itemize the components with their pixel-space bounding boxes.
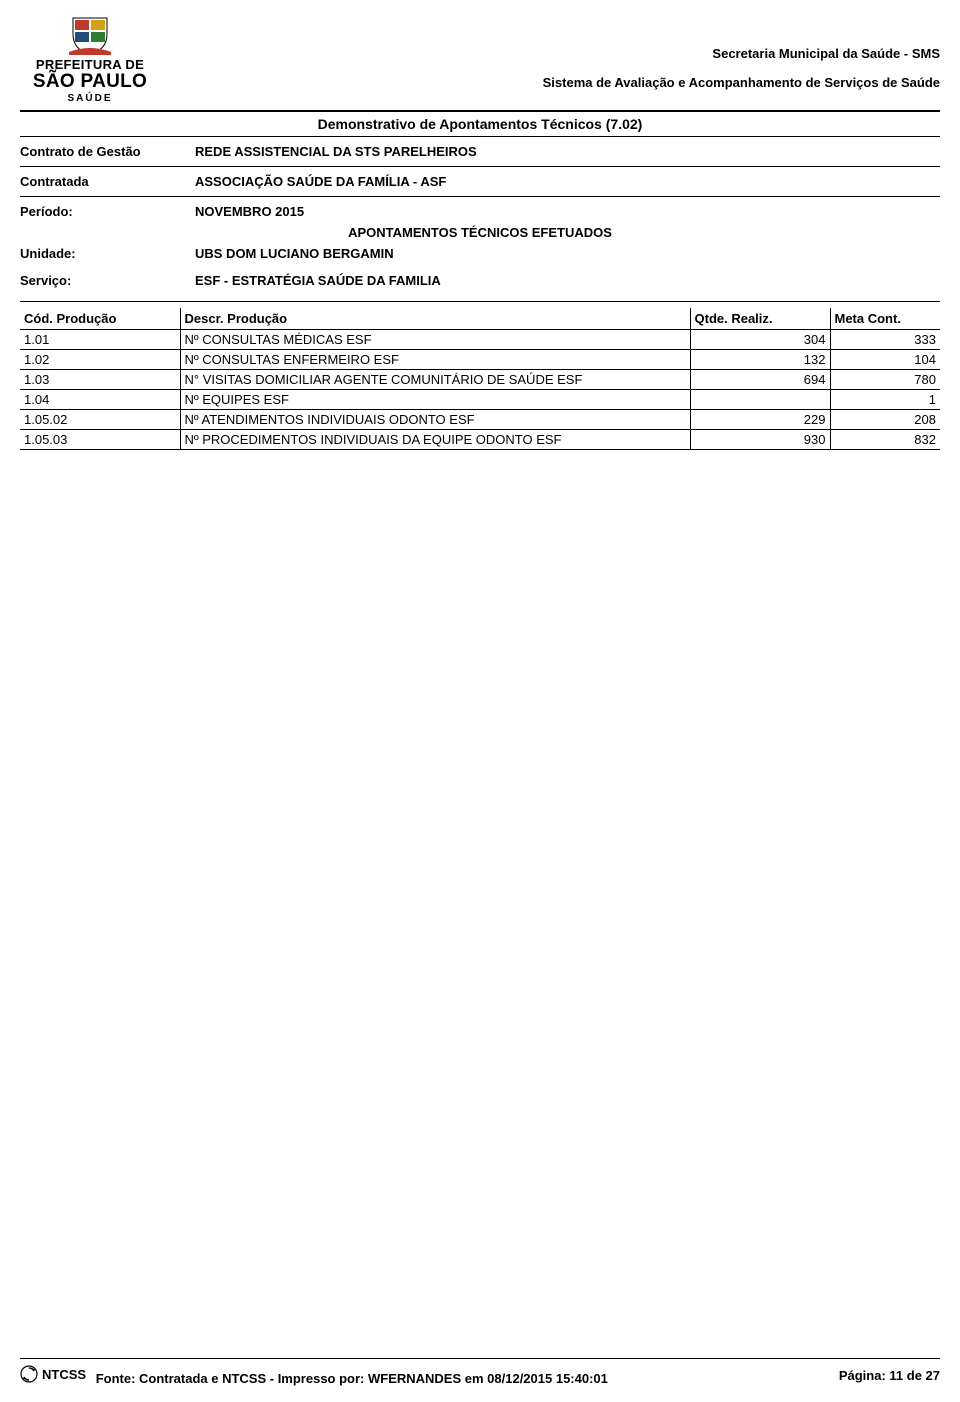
th-cod: Cód. Produção [20,308,180,330]
cell-cod: 1.03 [20,370,180,390]
page: PREFEITURA DE SÃO PAULO SAÚDE Secretaria… [0,0,960,1402]
divider [20,301,940,302]
meta-value-contrato: REDE ASSISTENCIAL DA STS PARELHEIROS [195,141,940,162]
cell-meta: 832 [830,430,940,450]
divider [20,166,940,167]
meta-block: Unidade: UBS DOM LUCIANO BERGAMIN [20,243,940,264]
footer-source: NTCSS Fonte: Contratada e NTCSS - Impres… [20,1365,839,1386]
table-body: 1.01Nº CONSULTAS MÉDICAS ESF3043331.02Nº… [20,330,940,450]
meta-label-unidade: Unidade: [20,243,195,264]
cell-cod: 1.05.02 [20,410,180,430]
logo-line3: SAÚDE [20,93,160,104]
cell-meta: 1 [830,390,940,410]
meta-value-periodo: NOVEMBRO 2015 [195,201,940,222]
meta-label-periodo: Período: [20,201,195,222]
divider [20,1358,940,1359]
divider [20,136,940,137]
divider [20,196,940,197]
cell-qtde [690,390,830,410]
meta-block: Contrato de Gestão REDE ASSISTENCIAL DA … [20,141,940,162]
divider [20,110,940,112]
cell-descr: Nº CONSULTAS ENFERMEIRO ESF [180,350,690,370]
meta-block: Contratada ASSOCIAÇÃO SAÚDE DA FAMÍLIA -… [20,171,940,192]
cell-cod: 1.02 [20,350,180,370]
meta-value-servico: ESF - ESTRATÉGIA SAÚDE DA FAMILIA [195,270,940,291]
report-title: Demonstrativo de Apontamentos Técnicos (… [20,116,940,132]
logo-block: PREFEITURA DE SÃO PAULO SAÚDE [20,14,160,104]
th-qtde: Qtde. Realiz. [690,308,830,330]
footer: NTCSS Fonte: Contratada e NTCSS - Impres… [20,1354,940,1386]
meta-label-contratada: Contratada [20,171,195,192]
th-descr: Descr. Produção [180,308,690,330]
cell-cod: 1.04 [20,390,180,410]
meta-value-contratada: ASSOCIAÇÃO SAÚDE DA FAMÍLIA - ASF [195,171,940,192]
meta-label-contrato: Contrato de Gestão [20,141,195,162]
ntcss-badge: NTCSS [20,1365,86,1383]
cell-meta: 333 [830,330,940,350]
cell-descr: N° VISITAS DOMICILIAR AGENTE COMUNITÁRIO… [180,370,690,390]
logo-line2: SÃO PAULO [20,72,160,93]
header-org: Secretaria Municipal da Saúde - SMS [160,46,940,61]
cell-qtde: 229 [690,410,830,430]
cell-descr: Nº CONSULTAS MÉDICAS ESF [180,330,690,350]
cell-qtde: 132 [690,350,830,370]
header-system: Sistema de Avaliação e Acompanhamento de… [160,75,940,90]
cell-meta: 780 [830,370,940,390]
section-subtitle: APONTAMENTOS TÉCNICOS EFETUADOS [20,222,940,243]
cell-cod: 1.01 [20,330,180,350]
header-right: Secretaria Municipal da Saúde - SMS Sist… [160,14,940,90]
table-row: 1.05.02Nº ATENDIMENTOS INDIVIDUAIS ODONT… [20,410,940,430]
header: PREFEITURA DE SÃO PAULO SAÚDE Secretaria… [20,14,940,104]
data-table: Cód. Produção Descr. Produção Qtde. Real… [20,308,940,450]
crest-icon [67,14,113,56]
recycle-icon [20,1365,38,1383]
table-row: 1.03N° VISITAS DOMICILIAR AGENTE COMUNIT… [20,370,940,390]
th-meta: Meta Cont. [830,308,940,330]
cell-meta: 104 [830,350,940,370]
meta-label-servico: Serviço: [20,270,195,291]
meta-block: Serviço: ESF - ESTRATÉGIA SAÚDE DA FAMIL… [20,270,940,291]
cell-descr: Nº EQUIPES ESF [180,390,690,410]
table-row: 1.02Nº CONSULTAS ENFERMEIRO ESF132104 [20,350,940,370]
footer-page: Página: 11 de 27 [839,1368,940,1383]
table-row: 1.04Nº EQUIPES ESF 1 [20,390,940,410]
table-header-row: Cód. Produção Descr. Produção Qtde. Real… [20,308,940,330]
cell-meta: 208 [830,410,940,430]
meta-value-unidade: UBS DOM LUCIANO BERGAMIN [195,243,940,264]
meta-block: Período: NOVEMBRO 2015 [20,201,940,222]
cell-qtde: 694 [690,370,830,390]
ntcss-text: NTCSS [42,1367,86,1382]
cell-qtde: 304 [690,330,830,350]
table-row: 1.05.03Nº PROCEDIMENTOS INDIVIDUAIS DA E… [20,430,940,450]
cell-descr: Nº ATENDIMENTOS INDIVIDUAIS ODONTO ESF [180,410,690,430]
cell-qtde: 930 [690,430,830,450]
footer-source-text: Fonte: Contratada e NTCSS - Impresso por… [96,1371,608,1386]
cell-descr: Nº PROCEDIMENTOS INDIVIDUAIS DA EQUIPE O… [180,430,690,450]
table-row: 1.01Nº CONSULTAS MÉDICAS ESF304333 [20,330,940,350]
cell-cod: 1.05.03 [20,430,180,450]
